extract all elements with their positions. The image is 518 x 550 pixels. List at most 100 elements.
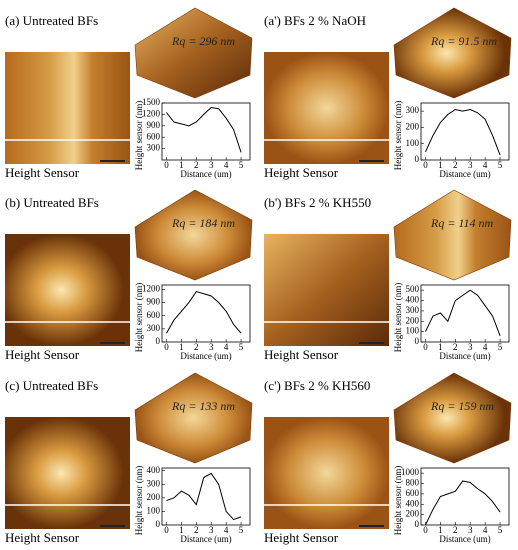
scale-bar <box>100 525 125 527</box>
y-tick-label: 0 <box>156 519 161 529</box>
x-tick-label: 5 <box>239 525 244 535</box>
y-tick-label: 100 <box>147 505 161 515</box>
x-tick-label: 5 <box>498 525 503 535</box>
y-tick-label: 300 <box>147 143 161 153</box>
x-tick-label: 1 <box>438 525 443 535</box>
y-tick-label: 1500 <box>142 97 161 107</box>
panel-title: (a') BFs 2 % NaOH <box>264 13 366 28</box>
x-tick-label: 2 <box>453 160 458 170</box>
roughness: Rq = 159 nm <box>430 399 494 413</box>
plot-frame <box>161 467 251 526</box>
y-axis-label: Height sensor (nm) <box>134 283 144 353</box>
panel-title: (b') BFs 2 % KH550 <box>264 195 371 210</box>
x-axis-label: Distance (um) <box>439 351 490 361</box>
y-tick-label: 600 <box>147 131 161 141</box>
x-axis-label: Distance (um) <box>180 169 231 179</box>
y-tick-label: 300 <box>406 105 420 115</box>
y-tick-label: 200 <box>406 509 420 519</box>
x-tick-label: 3 <box>209 160 214 170</box>
panel: (b') BFs 2 % KH550 Height Sensor Rq = 114 … <box>264 189 512 362</box>
x-tick-label: 1 <box>179 342 184 352</box>
x-tick-label: 4 <box>224 342 229 352</box>
roughness: Rq = 133 nm <box>171 399 235 413</box>
afm-image <box>5 234 130 346</box>
y-tick-label: 400 <box>147 465 161 475</box>
y-tick-label: 900 <box>147 120 161 130</box>
afm-image <box>5 52 130 164</box>
x-axis-label: Distance (um) <box>180 351 231 361</box>
x-tick-label: 1 <box>179 525 184 535</box>
y-axis-label: Height sensor (nm) <box>393 101 403 171</box>
scale-bar <box>100 342 125 344</box>
roughness: Rq = 114 nm <box>430 216 494 230</box>
panel-title: (a) Untreated BFs <box>5 13 98 28</box>
caption: Height Sensor <box>5 530 80 545</box>
profile-line <box>425 480 501 526</box>
x-tick-label: 1 <box>438 342 443 352</box>
y-tick-label: 400 <box>406 498 420 508</box>
surface-3d <box>393 7 512 99</box>
x-tick-label: 5 <box>498 160 503 170</box>
y-tick-label: 1200 <box>142 283 161 293</box>
caption: Height Sensor <box>5 165 80 180</box>
y-tick-label: 500 <box>406 284 420 294</box>
x-tick-label: 3 <box>468 342 473 352</box>
scale-bar <box>359 342 384 344</box>
panel: (c') BFs 2 % KH560 Height Sensor Rq = 159 … <box>264 372 512 545</box>
roughness: Rq = 184 nm <box>171 216 235 230</box>
x-tick-label: 4 <box>483 160 488 170</box>
y-axis-label: Height sensor (nm) <box>134 466 144 536</box>
x-tick-label: 4 <box>224 525 229 535</box>
roughness: Rq = 91.5 nm <box>430 34 497 48</box>
surface-3d <box>134 7 253 99</box>
profile-line <box>166 107 242 153</box>
y-tick-label: 200 <box>147 492 161 502</box>
surface-3d <box>393 189 512 281</box>
y-tick-label: 1000 <box>401 467 420 477</box>
x-tick-label: 2 <box>453 525 458 535</box>
profile-line <box>166 290 242 334</box>
y-tick-label: 0 <box>415 336 420 346</box>
y-tick-label: 800 <box>406 478 420 488</box>
profile-line <box>425 289 501 336</box>
y-tick-label: 200 <box>406 315 420 325</box>
y-axis-label: Height sensor (nm) <box>393 466 403 536</box>
x-tick-label: 0 <box>423 160 428 170</box>
x-tick-label: 1 <box>438 160 443 170</box>
caption: Height Sensor <box>5 347 80 362</box>
y-tick-label: 1200 <box>142 108 161 118</box>
plot-frame <box>420 467 510 526</box>
x-tick-label: 5 <box>239 342 244 352</box>
y-tick-label: 100 <box>406 138 420 148</box>
y-tick-label: 400 <box>406 295 420 305</box>
profile-line <box>425 108 501 156</box>
x-tick-label: 4 <box>483 525 488 535</box>
y-tick-label: 0 <box>156 336 161 346</box>
plot-frame <box>161 102 251 161</box>
x-tick-label: 2 <box>453 342 458 352</box>
x-tick-label: 0 <box>164 160 169 170</box>
afm-image <box>5 417 130 529</box>
scale-bar <box>100 160 125 162</box>
x-tick-label: 0 <box>423 525 428 535</box>
x-tick-label: 4 <box>224 160 229 170</box>
surface-3d <box>134 189 253 281</box>
x-axis-label: Distance (um) <box>180 534 231 544</box>
scale-bar <box>359 525 384 527</box>
caption: Height Sensor <box>264 165 339 180</box>
x-axis-label: Distance (um) <box>439 169 490 179</box>
x-tick-label: 2 <box>194 160 199 170</box>
surface-3d <box>393 372 512 464</box>
panel-title: (c') BFs 2 % KH560 <box>264 378 370 393</box>
profile-line <box>166 472 242 521</box>
x-tick-label: 3 <box>209 342 214 352</box>
x-tick-label: 2 <box>194 525 199 535</box>
afm-image <box>264 234 389 346</box>
x-tick-label: 3 <box>209 525 214 535</box>
y-tick-label: 600 <box>406 488 420 498</box>
x-tick-label: 0 <box>164 342 169 352</box>
x-tick-label: 5 <box>498 342 503 352</box>
panel: (a) Untreated BFs Height Sensor Rq = 296 n… <box>5 7 253 180</box>
x-tick-label: 0 <box>164 525 169 535</box>
